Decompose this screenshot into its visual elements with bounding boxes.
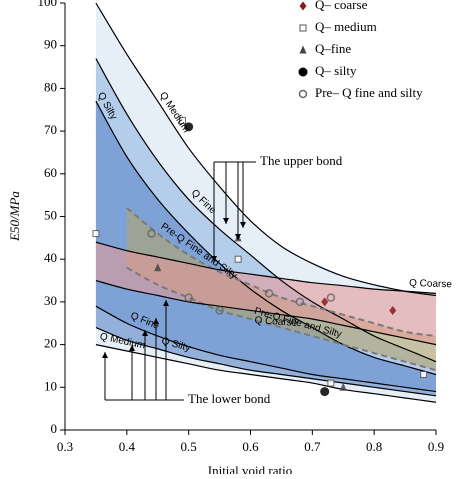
point	[264, 289, 274, 298]
legend-label: Q–fine	[315, 41, 351, 56]
legend-marker	[298, 89, 308, 99]
point	[184, 122, 194, 132]
axes: 0.3 0.4 0.5 0.6 0.7 0.8 0.9 0 10 20 30 40 50 60 70 80 90…	[38, 0, 445, 454]
point	[184, 293, 193, 302]
upper-bound	[95, 100, 437, 376]
y-tick-label: 40	[44, 250, 57, 265]
x-axis-label: Initial void ratio	[208, 463, 292, 474]
y-tick-label: 60	[44, 165, 57, 180]
lower-bound	[95, 326, 437, 397]
y-tick-label: 0	[51, 421, 58, 436]
annotation: The upper bond	[260, 153, 343, 168]
legend-label: Q– silty	[315, 63, 357, 78]
point	[178, 116, 186, 124]
point	[92, 230, 100, 238]
annotation: The lower bond	[188, 391, 271, 406]
lower-bound	[95, 305, 437, 393]
legend-marker	[299, 24, 307, 32]
curves	[95, 2, 437, 403]
legend-label: Q– coarse	[315, 0, 368, 12]
curve-label: Q Coarse	[409, 278, 453, 290]
point	[420, 370, 428, 378]
legend: Q– coarse Q– medium Q–fine Q– silty Pre– Q f…	[298, 0, 423, 100]
legend-label: Pre– Q fine and silty	[315, 85, 423, 100]
point	[234, 255, 242, 263]
legend-marker	[299, 1, 307, 11]
y-tick-label: 100	[38, 0, 58, 9]
curve-label: Q Coarse	[254, 315, 298, 329]
point	[327, 379, 335, 387]
legend-marker	[298, 67, 308, 77]
band-area	[95, 101, 437, 396]
upper-bound	[126, 207, 437, 338]
y-tick-label: 20	[44, 336, 57, 351]
point	[147, 229, 156, 238]
band-area	[126, 207, 436, 371]
x-tick-label: 0.3	[57, 439, 73, 454]
x-tick-label: 0.4	[119, 439, 136, 454]
legend-marker	[299, 45, 307, 54]
y-tick-label: 80	[44, 79, 57, 94]
x-tick-label: 0.5	[181, 439, 197, 454]
y-tick-label: 30	[44, 293, 57, 308]
y-tick-label: 10	[44, 378, 57, 393]
lower-bound	[95, 344, 437, 403]
upper-bound	[95, 241, 437, 294]
point	[215, 306, 224, 315]
y-tick-label: 70	[44, 122, 57, 137]
point	[320, 387, 330, 397]
lower-bound	[126, 266, 437, 372]
point	[295, 297, 305, 307]
point	[154, 263, 162, 272]
upper-bound	[95, 58, 437, 363]
lower-bound	[95, 279, 437, 346]
x-tick-label: 0.6	[242, 439, 259, 454]
points	[92, 116, 428, 397]
point	[321, 297, 329, 307]
x-tick-label: 0.9	[428, 439, 444, 454]
point	[326, 293, 336, 302]
bands	[95, 3, 437, 403]
y-tick-label: 90	[44, 37, 57, 52]
y-tick-label: 50	[44, 207, 57, 222]
legend-label: Q– medium	[315, 19, 377, 34]
point	[389, 305, 397, 315]
arrows	[102, 161, 256, 401]
x-tick-label: 0.8	[366, 439, 382, 454]
upper-bound	[95, 2, 437, 297]
y-axis-label: E50/MPa	[7, 191, 22, 242]
x-tick-label: 0.7	[304, 439, 321, 454]
point	[339, 382, 347, 391]
